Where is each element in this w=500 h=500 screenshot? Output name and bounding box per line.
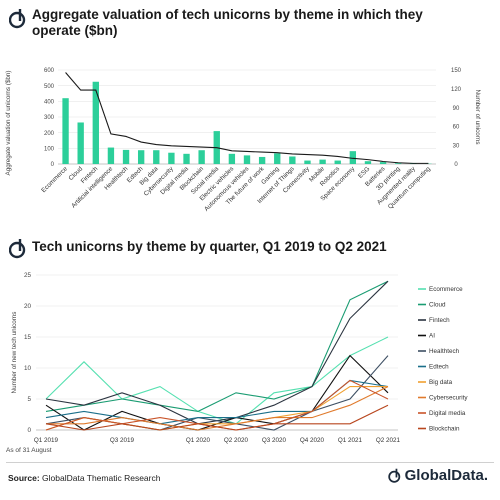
x-tick-label: Q2 2020 [224,437,249,444]
y-tick-label: 300 [44,115,55,121]
series-line [45,404,389,431]
legend-label: Big data [429,379,453,386]
legend-label: Cybersecurity [429,395,468,402]
legend-label: Ecommerce [429,286,463,293]
y-axis-label: Number of new tech unicorns [11,312,18,394]
legend-label: Digital media [429,410,466,417]
chart1-title: Aggregate valuation of tech unicorns by … [32,7,423,38]
series-line [45,336,389,425]
source-line: Source: GlobalData Thematic Research [8,473,160,483]
bar [289,156,296,164]
legend-label: Healthtech [429,348,460,355]
quarterly-line-chart: 0 5 10 15 20 25 Q1 2019 Q3 2019 Q1 2020 Q2 2020 Q3… [11,272,468,444]
source-text: GlobalData Thematic Research [42,473,161,483]
brand-name: GlobalData. [404,467,488,484]
y2-tick-label: 0 [454,162,458,168]
y-tick-label: 100 [44,147,55,153]
bar [304,160,311,164]
y2-tick-label: 60 [453,125,460,131]
x-tick-label: Q1 2021 [338,437,363,444]
y-tick-label: 10 [24,365,32,372]
y-tick-label: 600 [44,68,55,74]
y-tick-label: 20 [24,303,32,310]
bar [92,81,99,164]
bar [379,162,387,164]
chart2-title: Tech unicorns by theme by quarter, Q1 20… [32,239,387,254]
x-tick-label: Q1 2020 [186,437,211,444]
bar [153,150,160,164]
y2-tick-label: 120 [451,87,462,93]
y-axis-label: Aggregate valuation of unicorns ($bn) [5,70,12,175]
y-tick-label: 15 [24,334,32,341]
globaldata-logo-icon [9,9,26,29]
bar [62,98,69,164]
bar [228,153,236,164]
y2-tick-label: 90 [453,106,460,112]
y2-tick-label: 150 [451,68,462,74]
x-tick-label: Q3 2020 [262,437,287,444]
y-tick-label: 400 [44,100,55,106]
legend-label: Cloud [429,302,446,309]
count-line [65,72,429,164]
bar [183,153,190,164]
brand-logo: GlobalData. [387,467,488,484]
y-tick-label: 200 [44,131,55,137]
bar [77,122,84,164]
x-tick-label: Q2 2021 [376,437,401,444]
y-tick-label: 25 [24,272,32,279]
globaldata-logo-icon [387,468,400,483]
legend-label: AI [429,333,435,340]
bar [243,155,251,164]
bar [364,161,372,164]
y-tick-label: 0 [51,162,55,168]
as-of-note: As of 31 August [6,447,52,454]
bar [274,153,281,164]
bar [349,151,357,164]
y2-axis-label: Number of unicorns [474,90,481,145]
bar [319,159,326,164]
footer-divider [6,462,494,463]
bar [168,152,175,164]
y-tick-label: 5 [27,396,31,403]
x-tick-label: Q3 2019 [110,437,135,444]
bar [122,149,130,164]
bar [395,163,402,164]
bar [198,150,205,164]
bar [334,160,341,164]
legend-label: Edtech [429,364,449,371]
y2-tick-label: 30 [453,143,460,149]
series-line [45,379,389,431]
legend-label: Blockchain [429,426,460,433]
x-tick-label: Q1 2019 [34,437,59,444]
series-line [45,280,389,412]
globaldata-logo-icon [9,239,26,259]
y-tick-label: 0 [27,427,31,434]
source-label: Source: [8,473,40,483]
bar [107,147,115,164]
x-tick-label: Ecommerce [40,165,69,194]
bar [137,150,145,164]
valuation-bar-chart: 0 100 200 300 400 500 600 0 30 60 90 120 150 Ecommerc… [5,68,481,213]
legend-label: Fintech [429,317,450,324]
x-tick-label: Q4 2020 [300,437,325,444]
bar [258,156,266,164]
y-tick-label: 500 [44,84,55,90]
